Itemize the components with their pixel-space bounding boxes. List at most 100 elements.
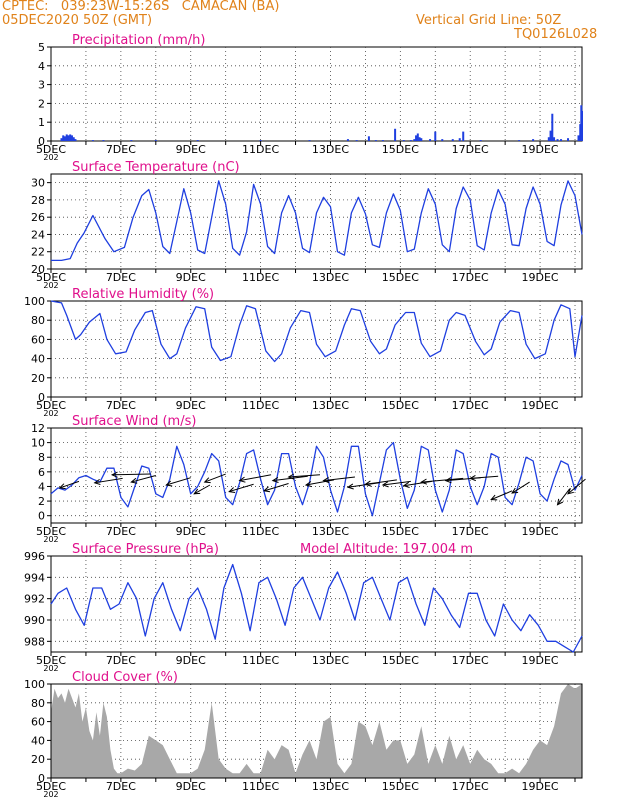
rh-series-line xyxy=(50,300,583,363)
precip-bar xyxy=(67,135,70,141)
precip-bar xyxy=(451,139,454,141)
y-tick-label: 40 xyxy=(31,353,45,366)
precip-bar xyxy=(429,139,432,141)
x-tick-label: 11DEC xyxy=(242,399,279,412)
wind-arrow xyxy=(94,477,123,484)
x-tick-label: 17DEC xyxy=(452,780,489,793)
y-tick-label: 8 xyxy=(38,451,45,464)
x-tick-label: 9DEC xyxy=(176,271,206,284)
x-tick-label: 13DEC xyxy=(312,271,349,284)
precip-bar xyxy=(409,140,412,141)
x-tick-label: 9DEC xyxy=(176,143,206,156)
precip-bar xyxy=(413,139,416,141)
x-tick-label: 11DEC xyxy=(242,143,279,156)
wind-arrow xyxy=(557,488,571,506)
y-tick-label: 994 xyxy=(24,571,45,584)
wind-arrow-head xyxy=(420,478,428,485)
wind-arrow xyxy=(421,477,464,483)
panel-title: Cloud Cover (%) xyxy=(72,670,178,685)
panel-cloud: 0 20 40 60 80 100 5DEC 7DEC 9DEC 11DEC 13DEC 15DEC 1… xyxy=(24,670,583,799)
x-tick-label: 19DEC xyxy=(522,143,559,156)
wind-arrow xyxy=(511,481,530,494)
panel-title: Surface Pressure (hPa) xyxy=(72,542,219,557)
precip-bar xyxy=(551,113,554,141)
y-tick-label: 0 xyxy=(38,391,45,404)
precip-bar xyxy=(130,140,133,141)
x-tick-label: 19DEC xyxy=(522,654,559,667)
wind-arrow-head xyxy=(165,480,173,487)
wind-arrow-head xyxy=(193,488,201,495)
precip-bar xyxy=(63,136,66,141)
y-tick-label: 20 xyxy=(31,263,45,276)
wind-arrow-head xyxy=(238,476,246,483)
x-tick-label: 11DEC xyxy=(242,525,279,538)
x-tick-label: 7DEC xyxy=(106,780,136,793)
y-tick-label: 992 xyxy=(24,593,45,606)
x-tick-sublabel: 202 xyxy=(43,409,58,418)
x-tick-sublabel: 202 xyxy=(43,664,58,673)
y-tick-label: 28 xyxy=(31,194,45,207)
x-tick-label: 13DEC xyxy=(312,525,349,538)
x-tick-label: 5DEC xyxy=(36,654,66,667)
y-tick-label: 20 xyxy=(31,372,45,385)
precip-bar xyxy=(577,135,580,141)
precip-bar xyxy=(532,139,535,141)
wind-arrow-head xyxy=(304,481,312,488)
wind-arrow xyxy=(229,483,254,493)
x-tick-label: 17DEC xyxy=(452,525,489,538)
precip-bar xyxy=(374,140,377,141)
precip-bar xyxy=(441,139,444,141)
y-tick-label: 996 xyxy=(24,550,45,563)
header-datetime: 05DEC2020 50Z (GMT) xyxy=(2,13,153,28)
y-tick-label: 0 xyxy=(38,510,45,523)
x-tick-label: 13DEC xyxy=(312,654,349,667)
y-tick-label: 26 xyxy=(31,211,45,224)
x-tick-label: 13DEC xyxy=(312,399,349,412)
x-tick-label: 15DEC xyxy=(382,654,419,667)
x-tick-label: 7DEC xyxy=(106,525,136,538)
wind-arrow-head xyxy=(110,471,118,478)
precip-bar xyxy=(420,138,423,141)
plot-frame xyxy=(50,46,583,142)
precip-bar xyxy=(547,137,550,141)
header-run-id: TQ0126L028 xyxy=(514,27,598,42)
x-tick-label: 13DEC xyxy=(312,780,349,793)
precip-bar xyxy=(581,110,583,141)
x-tick-label: 9DEC xyxy=(176,654,206,667)
temp-series-line xyxy=(51,180,583,262)
header-station: CPTEC: 039:23W-15:26S CAMACAN (BA) xyxy=(2,0,280,14)
x-tick-label: 9DEC xyxy=(176,780,206,793)
wind-arrow xyxy=(403,480,432,487)
precip-bar xyxy=(567,138,570,141)
x-tick-label: 7DEC xyxy=(106,271,136,284)
wind-arrow xyxy=(204,473,226,483)
x-tick-label: 11DEC xyxy=(242,654,279,667)
wind-arrow xyxy=(490,490,513,501)
panel-precip: 0 1 2 3 4 5 5DEC 7DEC 9DEC 11DEC 13DEC 15DEC 17DEC 19… xyxy=(36,33,583,162)
plot-frame xyxy=(50,683,583,779)
precip-bar xyxy=(579,124,582,141)
wind-arrow xyxy=(323,476,355,482)
x-tick-label: 5DEC xyxy=(36,780,66,793)
y-tick-label: 6 xyxy=(38,466,45,479)
x-tick-label: 15DEC xyxy=(382,399,419,412)
wind-arrow-head xyxy=(93,478,101,485)
x-tick-label: 15DEC xyxy=(382,780,419,793)
y-tick-label: 24 xyxy=(31,228,45,241)
precip-bar xyxy=(560,139,563,141)
x-tick-label: 17DEC xyxy=(452,399,489,412)
y-tick-label: 40 xyxy=(31,734,45,747)
wind-arrow-head xyxy=(567,488,574,495)
wind-arrow xyxy=(567,478,586,495)
wind-arrow-head xyxy=(402,481,410,488)
precip-bar xyxy=(154,140,157,141)
y-tick-label: 100 xyxy=(24,678,45,691)
precip-bar xyxy=(259,140,262,141)
wind-arrow-head xyxy=(490,494,498,501)
y-tick-label: 80 xyxy=(31,314,45,327)
panel-title: Relative Humidity (%) xyxy=(72,287,214,302)
x-tick-label: 5DEC xyxy=(36,399,66,412)
precip-bar xyxy=(394,128,397,141)
precip-bar xyxy=(415,135,418,141)
